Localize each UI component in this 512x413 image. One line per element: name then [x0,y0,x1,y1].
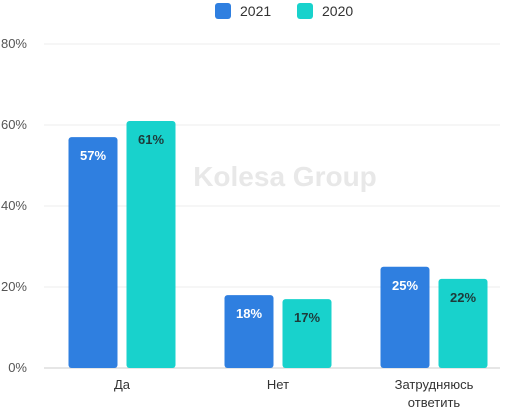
y-tick-label: 0% [8,360,27,375]
y-tick-label: 80% [1,36,27,51]
y-axis-ticks: 0% 20% 40% 60% 80% [1,36,27,375]
bar-value-label: 17% [294,310,320,325]
bar [68,137,118,368]
x-axis-labels: Да Нет Затрудняюсь ответить [114,377,474,410]
y-tick-label: 40% [1,198,27,213]
bar-value-label: 57% [80,148,106,163]
bar [224,295,274,368]
legend-label: 2021 [240,3,271,19]
x-tick-label: Да [114,377,131,392]
legend-label: 2020 [322,3,353,19]
x-tick-label: ответить [408,395,461,410]
bar-value-label: 61% [138,132,164,147]
x-tick-label: Нет [267,377,289,392]
bars: 57% 61% 18% 17% 25% 22% [68,120,488,368]
bar [380,266,430,368]
y-tick-label: 20% [1,279,27,294]
x-tick-label: Затрудняюсь [395,377,474,392]
bar [438,278,488,368]
bar-value-label: 18% [236,306,262,321]
legend: 2021 2020 [215,3,353,19]
y-tick-label: 60% [1,117,27,132]
bar [282,299,332,368]
bar-value-label: 25% [392,278,418,293]
legend-swatch [215,3,231,19]
watermark: Kolesa Group [193,161,377,192]
bar-value-label: 22% [450,290,476,305]
bar [126,120,176,368]
legend-swatch [297,3,313,19]
